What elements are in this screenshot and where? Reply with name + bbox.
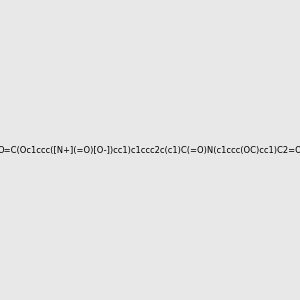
Text: O=C(Oc1ccc([N+](=O)[O-])cc1)c1ccc2c(c1)C(=O)N(c1ccc(OC)cc1)C2=O: O=C(Oc1ccc([N+](=O)[O-])cc1)c1ccc2c(c1)C… <box>0 146 300 154</box>
